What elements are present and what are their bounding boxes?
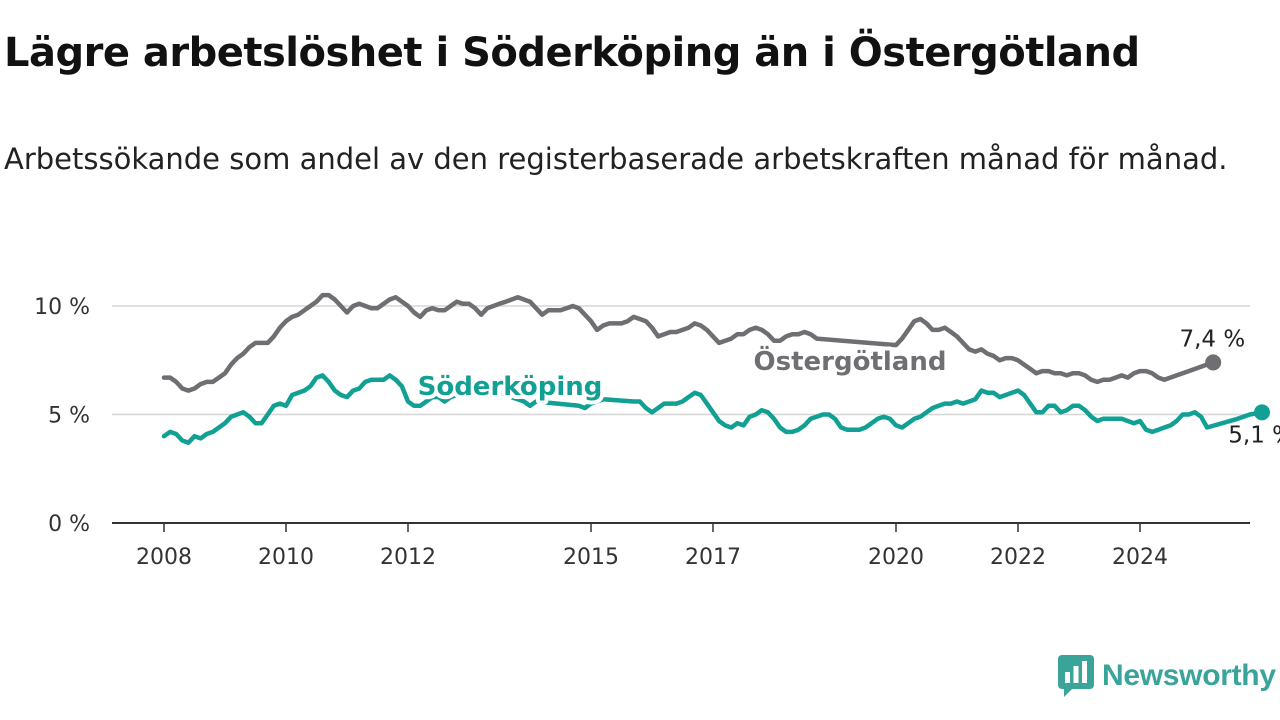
x-tick-label: 2020 <box>868 545 924 570</box>
y-tick-label: 10 % <box>34 295 90 320</box>
brand-name: Newsworthy <box>1102 659 1276 692</box>
x-tick-label: 2017 <box>685 545 741 570</box>
axis-layer: 0 % 5 % 10 % 2008 2010 2012 2015 2017 2020 2022 20… <box>34 295 1250 570</box>
series-line-ostergotland <box>161 292 1216 393</box>
chart-subtitle: Arbetssökande som andel av den registerb… <box>4 142 1228 176</box>
x-tick-label: 2008 <box>136 545 192 570</box>
end-value-label: 7,4 % <box>1179 326 1245 352</box>
series-label-ostergotland-halo: Östergötland <box>754 344 947 377</box>
newsworthy-logo: Newsworthy <box>1058 654 1276 698</box>
end-point-marker <box>1254 404 1270 421</box>
x-tick-label: 2012 <box>380 545 436 570</box>
series-line-soderkoping <box>161 373 1265 445</box>
end-value-label: 5,1 % <box>1228 422 1280 448</box>
series-label-soderkoping-halo: Söderköping <box>418 372 603 402</box>
end-point-marker <box>1205 354 1222 371</box>
series-label-ostergotland: Östergötland <box>754 344 947 377</box>
x-tick-label: 2022 <box>990 545 1046 570</box>
newsworthy-logo-icon <box>1058 655 1094 697</box>
y-tick-label: 0 % <box>48 512 90 537</box>
x-tick-label: 2015 <box>563 545 619 570</box>
chart-title: Lägre arbetslöshet i Söderköping än i Ös… <box>4 30 1140 76</box>
series-label-soderkoping: Söderköping <box>418 372 603 402</box>
x-tick-label: 2024 <box>1112 545 1168 570</box>
y-tick-label: 5 % <box>48 404 90 429</box>
x-tick-label: 2010 <box>258 545 314 570</box>
series-layer <box>161 292 1270 445</box>
label-layer: 7,4 %5,1 %ÖstergötlandÖstergötlandSöderk… <box>414 326 1280 448</box>
